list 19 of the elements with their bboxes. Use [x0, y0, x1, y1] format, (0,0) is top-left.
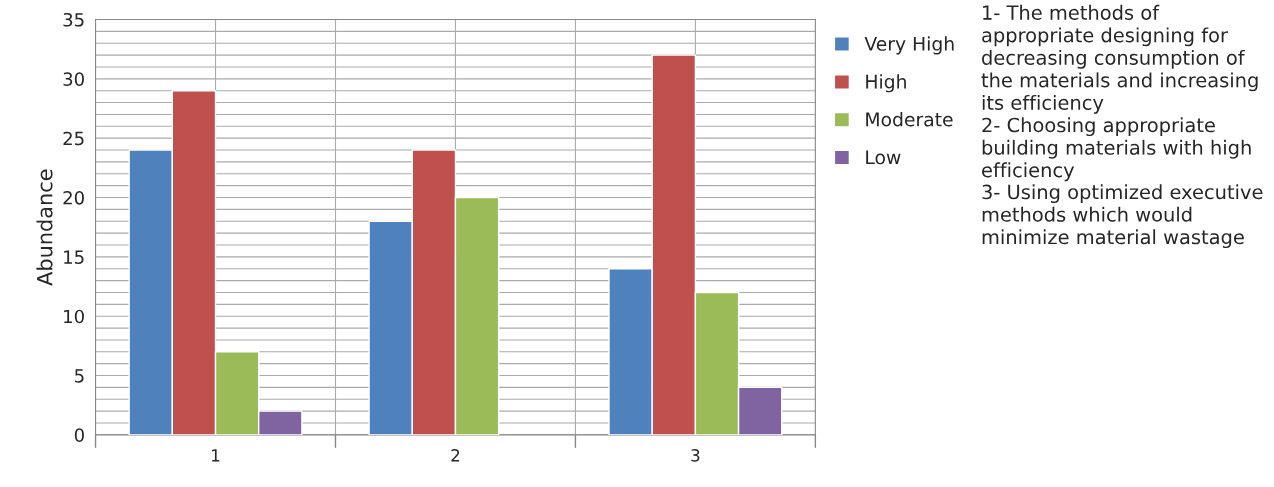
y-tick-label: 35 — [63, 12, 84, 27]
y-tick-label: 30 — [63, 72, 84, 86]
legend-label: High — [866, 74, 906, 93]
y-tick-label: 25 — [63, 131, 84, 146]
legend-label: Low — [866, 150, 901, 165]
y-tick-label: 10 — [64, 309, 84, 324]
y-tick-label: 20 — [63, 190, 84, 205]
text: 2- Choosing appropriate building materials with high efficiency — [982, 117, 1251, 182]
x-tick-label: 2 — [451, 449, 460, 462]
legend-label: Moderate — [866, 112, 953, 127]
x-tick-label: 1 — [212, 449, 220, 462]
x-tick-label: 3 — [691, 449, 700, 462]
y-tick-label: 0 — [74, 428, 84, 443]
y-tick-label: 5 — [75, 369, 84, 383]
legend-label: Very High — [864, 36, 954, 55]
y-axis-title: Abundance — [36, 169, 53, 286]
text: 1- The methods of appropriate designing for decreasing consumption of the materials and increasing its efficiency — [981, 4, 1258, 114]
text: 3- Using optimized executive methods which would minimize material wastage — [982, 184, 1263, 249]
y-tick-label: 15 — [64, 250, 84, 264]
